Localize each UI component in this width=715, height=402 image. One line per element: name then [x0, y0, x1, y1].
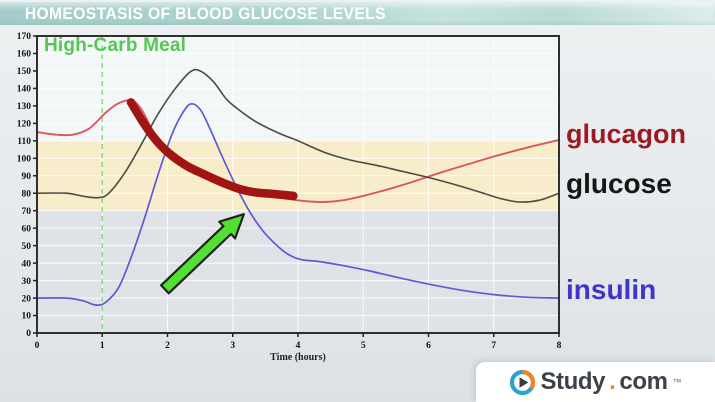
logo-text-com: com	[619, 368, 668, 395]
y-tick-label: 130	[17, 102, 32, 112]
glucose-curve	[36, 68, 560, 203]
logo-text-study: Study	[540, 368, 606, 395]
x-tick-label: 5	[361, 341, 366, 351]
page-title: HOMEOSTASIS OF BLOOD GLUCOSE LEVELS	[24, 3, 386, 23]
y-tick-label: 120	[17, 120, 32, 130]
y-tick-label: 150	[17, 67, 32, 77]
y-tick-label: 10	[22, 312, 32, 322]
glucose-series-label: glucose	[566, 168, 672, 199]
y-tick-label: 160	[17, 50, 32, 60]
glucagon-series-label: glucagon	[566, 119, 686, 149]
y-tick-label: 60	[22, 224, 32, 234]
arrow-annotation	[160, 213, 245, 295]
title-bar: HOMEOSTASIS OF BLOOD GLUCOSE LEVELS	[0, 2, 715, 25]
y-tick-label: 30	[22, 277, 32, 287]
y-tick-label: 110	[17, 137, 31, 147]
y-tick-label: 40	[22, 259, 32, 269]
y-tick-label: 100	[17, 154, 32, 164]
logo-trademark: ™	[672, 377, 682, 387]
studycom-logo: Study. com ™	[476, 362, 715, 402]
y-tick-label: 90	[22, 172, 32, 182]
x-tick-label: 7	[491, 341, 496, 351]
marker-stroke-annotation	[126, 98, 298, 201]
insulin-series-label: insulin	[566, 274, 657, 305]
x-tick-label: 1	[100, 341, 105, 351]
y-tick-label: 170	[17, 32, 32, 42]
x-tick-label: 4	[296, 341, 301, 351]
x-tick-label: 6	[426, 341, 431, 351]
x-tick-label: 2	[165, 341, 170, 351]
axes: 0102030405060708090100110120130140150160…	[17, 32, 562, 363]
x-tick-label: 0	[35, 341, 40, 351]
y-tick-label: 140	[17, 85, 32, 95]
logo-text-dot: .	[609, 368, 616, 395]
y-tick-label: 50	[22, 242, 32, 252]
y-tick-label: 70	[22, 207, 32, 217]
x-tick-label: 3	[230, 341, 235, 351]
x-tick-label: 8	[557, 341, 562, 351]
y-tick-label: 80	[22, 189, 32, 199]
x-axis-label: Time (hours)	[270, 352, 326, 363]
meal-annotation-label: High-Carb Meal	[44, 35, 187, 56]
y-tick-label: 20	[22, 294, 32, 304]
y-tick-label: 0	[26, 329, 31, 339]
insulin-curve	[36, 102, 560, 306]
play-button-icon	[510, 369, 536, 395]
